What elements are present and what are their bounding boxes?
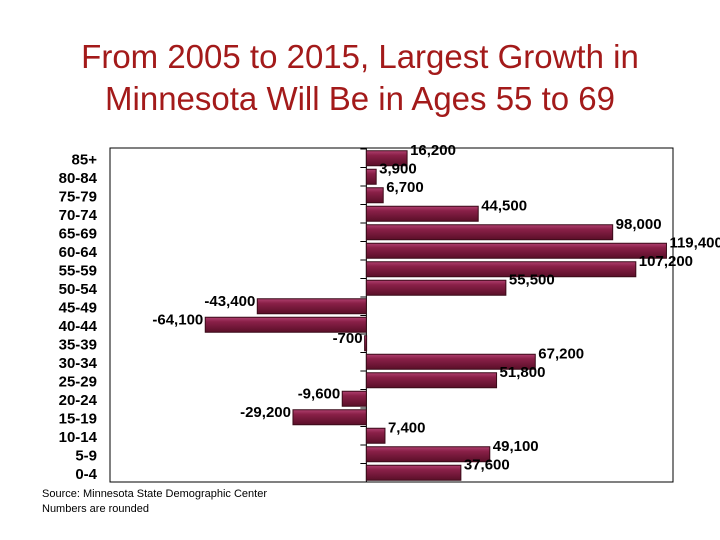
chart-title-line-1: From 2005 to 2015, Largest Growth in (81, 38, 639, 75)
bar (365, 150, 408, 167)
bar (365, 261, 637, 278)
bar (365, 446, 491, 463)
chart-title: From 2005 to 2015, Largest Growth in Min… (0, 36, 720, 120)
data-label: -29,200 (240, 404, 291, 421)
category-label: 15-19 (59, 410, 97, 427)
bar (364, 335, 368, 352)
data-label: 49,100 (493, 438, 539, 455)
data-label: 55,500 (509, 271, 555, 288)
category-label: 60-64 (59, 244, 98, 261)
category-label: 5-9 (75, 447, 97, 464)
category-label: 75-79 (59, 188, 97, 205)
data-label: -700 (333, 330, 363, 347)
bar (365, 279, 507, 296)
bar (365, 242, 667, 259)
category-label: 35-39 (59, 336, 97, 353)
bar (365, 205, 479, 222)
bar (365, 372, 498, 389)
bar (365, 353, 536, 370)
bar (365, 464, 462, 481)
bar (341, 390, 367, 407)
data-label: -43,400 (204, 293, 255, 310)
category-label: 80-84 (59, 170, 98, 187)
data-label: 119,400 (669, 234, 720, 251)
source-text: Source: Minnesota State Demographic Cent… (42, 488, 268, 500)
data-label: 107,200 (639, 253, 693, 270)
bar (204, 316, 367, 333)
category-label: 20-24 (59, 392, 98, 409)
bar (365, 168, 377, 185)
category-label: 40-44 (59, 318, 98, 335)
category-label: 50-54 (59, 281, 98, 298)
data-label: 3,900 (379, 160, 417, 177)
bar (292, 409, 367, 426)
category-label: 70-74 (59, 207, 98, 224)
category-label: 85+ (72, 151, 98, 168)
data-label: 67,200 (538, 345, 584, 362)
data-label: 37,600 (464, 456, 510, 473)
plot-area (109, 147, 674, 483)
bar (365, 187, 384, 204)
category-label: 0-4 (75, 466, 97, 483)
data-label: 7,400 (388, 419, 426, 436)
source-note: Source: Minnesota State Demographic Cent… (42, 487, 267, 517)
data-label: 6,700 (386, 179, 424, 196)
category-label: 30-34 (59, 355, 98, 372)
category-label: 10-14 (59, 429, 98, 446)
category-label: 25-29 (59, 373, 97, 390)
bar (256, 298, 367, 315)
data-label: -64,100 (152, 311, 203, 328)
chart-title-line-2: Minnesota Will Be in Ages 55 to 69 (105, 80, 615, 117)
category-label: 45-49 (59, 299, 97, 316)
bar (365, 427, 386, 444)
data-label: 51,800 (500, 364, 546, 381)
rounding-note: Numbers are rounded (42, 503, 150, 515)
data-label: 44,500 (481, 197, 527, 214)
category-label: 55-59 (59, 262, 97, 279)
data-label: -9,600 (298, 385, 341, 402)
category-label: 65-69 (59, 225, 97, 242)
data-label: 16,200 (410, 142, 456, 159)
data-label: 98,000 (616, 216, 662, 233)
bar (365, 224, 614, 241)
